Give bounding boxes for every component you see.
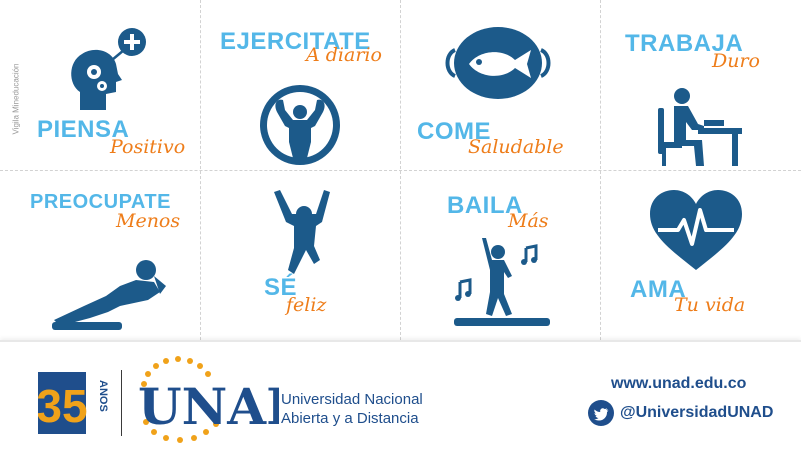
- reclining-person-icon: [52, 260, 166, 330]
- university-name-line1: Universidad Nacional: [281, 391, 423, 408]
- card-ama: AMA Tu vida: [600, 170, 800, 340]
- university-name-line2: Abierta y a Distancia: [281, 410, 419, 427]
- anniversary-word: AÑOS: [97, 380, 108, 412]
- heart-pulse-icon: [650, 190, 742, 270]
- unad-logo: UNAD: [138, 356, 279, 443]
- card-preocupate: PREOCUPATE Menos: [0, 170, 200, 340]
- card-subtitle: Menos: [116, 210, 181, 232]
- card-ejercitate: EJERCITATE A diario: [200, 0, 400, 170]
- anniversary-number: 35: [38, 380, 88, 432]
- logo-divider: [121, 370, 122, 436]
- footer: 35 AÑOS UNAD Universidad Nacional Abiert…: [0, 340, 801, 451]
- grid-divider: [0, 170, 801, 171]
- website-link[interactable]: www.unad.edu.co: [611, 375, 747, 392]
- card-subtitle: feliz: [286, 294, 327, 316]
- card-title: TRABAJA: [625, 30, 744, 57]
- strongman-icon: [260, 85, 340, 165]
- card-subtitle: Tu vida: [674, 294, 746, 316]
- card-subtitle: A diario: [306, 44, 382, 66]
- anniversary-logo: 35 AÑOS: [38, 372, 108, 434]
- card-baila: BAILA Más: [400, 170, 600, 340]
- desk-worker-icon: [658, 88, 742, 166]
- card-title: EJERCITATE: [220, 28, 371, 55]
- card-subtitle: Positivo: [110, 136, 186, 158]
- card-subtitle: Más: [508, 210, 549, 232]
- jumping-person-icon: [274, 190, 330, 274]
- card-come: COME Saludable: [400, 0, 600, 170]
- dancer-icon: [454, 238, 550, 326]
- twitter-handle[interactable]: @UniversidadUNAD: [620, 404, 774, 421]
- card-title: SÉ: [264, 274, 298, 301]
- card-se: SÉ feliz: [200, 170, 400, 340]
- card-title: PIENSA: [37, 116, 130, 143]
- card-title: BAILA: [447, 192, 523, 219]
- card-title: AMA: [630, 276, 687, 303]
- card-piensa: PIENSA Positivo: [0, 0, 200, 170]
- twitter-icon[interactable]: [588, 400, 614, 426]
- fish-plate-icon: [445, 27, 551, 99]
- card-trabaja: TRABAJA Duro: [600, 0, 800, 170]
- card-subtitle: Saludable: [468, 136, 564, 158]
- card-title: PREOCUPATE: [30, 191, 171, 213]
- card-subtitle: Duro: [712, 50, 760, 72]
- unad-logo-text: UNAD: [138, 377, 279, 436]
- card-title: COME: [417, 118, 491, 145]
- poster-grid: Vigila Mineducación PIENSA Positivo EJER…: [0, 0, 801, 340]
- head-gears-icon: [71, 28, 146, 110]
